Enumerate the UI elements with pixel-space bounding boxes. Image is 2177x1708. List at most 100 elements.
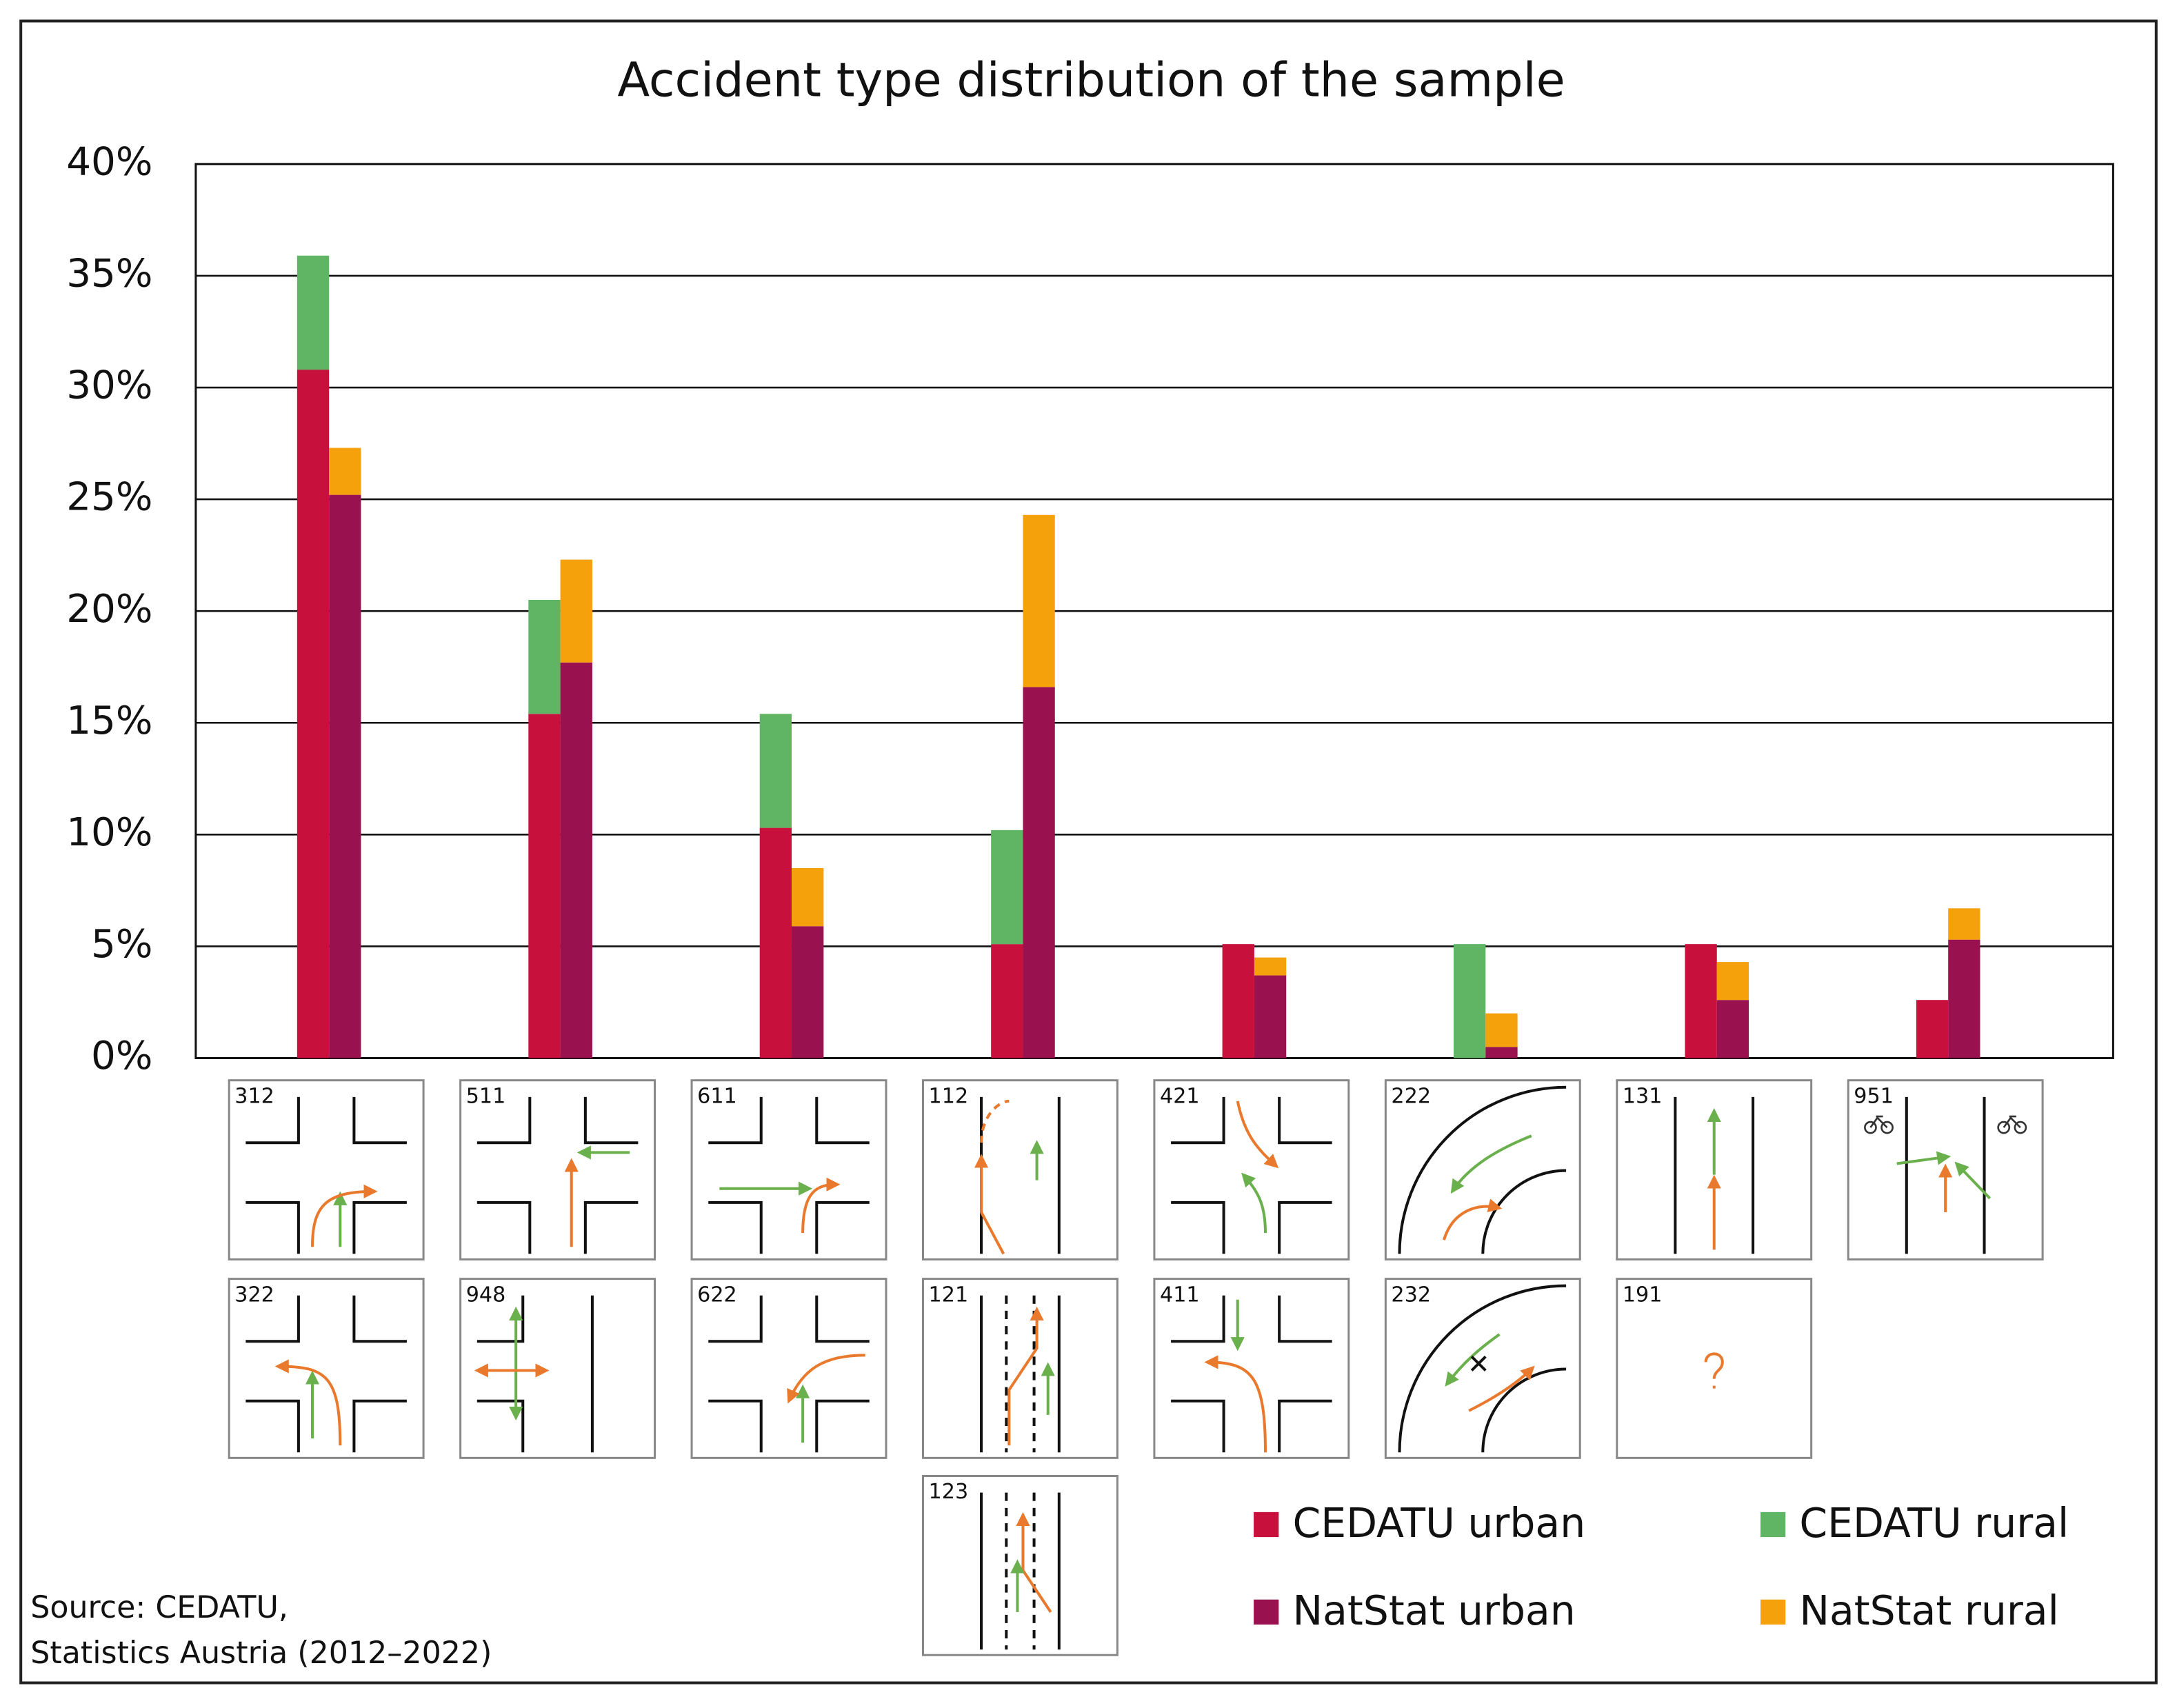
icon-stroke bbox=[1005, 1295, 1036, 1453]
accident-icon: 948 bbox=[459, 1278, 656, 1459]
icon-box bbox=[459, 1278, 656, 1459]
bar-segment bbox=[1716, 1000, 1749, 1058]
icon-code: 322 bbox=[234, 1283, 274, 1307]
icon-art bbox=[245, 1295, 407, 1453]
bar-segment bbox=[528, 714, 561, 1058]
chart-title: Accident type distribution of the sample bbox=[617, 53, 1565, 108]
y-tick-label: 10% bbox=[66, 810, 152, 855]
legend-swatch bbox=[1760, 1599, 1786, 1625]
bar-segment bbox=[329, 448, 361, 495]
icon-stroke bbox=[980, 1099, 1010, 1143]
icon-stroke bbox=[245, 1096, 407, 1254]
icon-stroke bbox=[1674, 1096, 1755, 1254]
icon-art bbox=[708, 1096, 870, 1254]
icon-code: 312 bbox=[234, 1084, 274, 1108]
icon-stroke bbox=[1450, 1134, 1532, 1194]
icon-art bbox=[1864, 1096, 2027, 1254]
legend-label: NatStat rural bbox=[1799, 1587, 2058, 1634]
icon-code: 411 bbox=[1160, 1283, 1200, 1307]
bar-segment bbox=[991, 830, 1023, 945]
bar-segment bbox=[1023, 687, 1055, 1058]
bar-segment bbox=[1685, 944, 1717, 1058]
accident-icon: 322 bbox=[228, 1278, 425, 1459]
bar-segment bbox=[560, 662, 592, 1058]
y-tick-label: 15% bbox=[66, 699, 152, 743]
icon-box bbox=[1616, 1278, 1813, 1459]
accident-icon: 222 bbox=[1384, 1079, 1581, 1260]
accident-icon: 191 bbox=[1616, 1278, 1813, 1459]
legend-label: NatStat urban bbox=[1292, 1587, 1575, 1634]
frame bbox=[19, 19, 2158, 1685]
accident-icon: 312 bbox=[228, 1079, 425, 1260]
source-line: Source: CEDATU, bbox=[30, 1590, 288, 1625]
icon-code: 511 bbox=[466, 1084, 506, 1108]
icon-box bbox=[921, 1079, 1118, 1260]
icon-box bbox=[690, 1278, 887, 1459]
icon-stroke bbox=[708, 1096, 870, 1254]
y-tick-label: 0% bbox=[91, 1034, 152, 1078]
legend-label: CEDATU urban bbox=[1292, 1500, 1585, 1547]
icon-stroke bbox=[801, 1177, 841, 1234]
icon-box bbox=[228, 1278, 425, 1459]
source-line: Statistics Austria (2012–2022) bbox=[30, 1636, 492, 1671]
y-tick-label: 35% bbox=[66, 252, 152, 297]
icon-stroke bbox=[1005, 1492, 1036, 1650]
icon-stroke bbox=[1468, 1365, 1535, 1412]
icon-code: 951 bbox=[1854, 1084, 1894, 1108]
bar-segment bbox=[792, 926, 824, 1058]
icon-art bbox=[1171, 1295, 1332, 1453]
bar-segment bbox=[1948, 939, 1980, 1058]
icon-stroke bbox=[311, 1184, 378, 1247]
icon-stroke bbox=[1896, 1151, 1952, 1165]
bar-segment bbox=[560, 559, 592, 663]
y-tick-label: 5% bbox=[91, 922, 152, 967]
icon-art bbox=[476, 1096, 639, 1254]
bar-segment bbox=[991, 944, 1023, 1058]
bar-segment bbox=[1254, 957, 1287, 976]
accident-icon: 131 bbox=[1616, 1079, 1813, 1260]
icon-code: 112 bbox=[929, 1084, 969, 1108]
bar-segment bbox=[1454, 944, 1486, 1058]
icon-stroke bbox=[1398, 1085, 1567, 1254]
icon-art bbox=[245, 1096, 407, 1254]
icon-art bbox=[1674, 1096, 1755, 1254]
accident-icon: 121 bbox=[921, 1278, 1118, 1459]
icon-code: 222 bbox=[1391, 1084, 1431, 1108]
bar-segment bbox=[759, 827, 792, 1058]
icon-stroke bbox=[1954, 1161, 1992, 1200]
icon-box bbox=[1153, 1278, 1350, 1459]
bar-segment bbox=[329, 494, 361, 1058]
legend-swatch bbox=[1760, 1511, 1786, 1538]
icon-code: 622 bbox=[697, 1283, 737, 1307]
bar-segment bbox=[1948, 908, 1980, 940]
icon-stroke bbox=[245, 1295, 407, 1453]
bar-segment bbox=[1254, 975, 1287, 1058]
y-tick-label: 25% bbox=[66, 475, 152, 520]
bar-segment bbox=[1716, 962, 1749, 1001]
icon-stroke bbox=[1241, 1172, 1267, 1234]
legend-label: CEDATU rural bbox=[1799, 1500, 2069, 1547]
icon-art bbox=[974, 1096, 1061, 1255]
icon-stroke bbox=[476, 1096, 639, 1254]
icon-stroke bbox=[974, 1154, 1005, 1255]
icon-art bbox=[1704, 1352, 1724, 1389]
icon-stroke bbox=[1398, 1284, 1567, 1453]
icon-stroke bbox=[1997, 1121, 2011, 1134]
legend-swatch bbox=[1254, 1511, 1279, 1538]
bar-segment bbox=[1485, 1013, 1518, 1047]
icon-art bbox=[1398, 1284, 1567, 1453]
icon-box bbox=[1153, 1079, 1350, 1260]
icon-stroke bbox=[1007, 1306, 1044, 1446]
icon-stroke bbox=[1880, 1121, 1894, 1134]
icon-stroke bbox=[1470, 1355, 1487, 1372]
icon-stroke bbox=[787, 1354, 865, 1404]
bar-segment bbox=[297, 255, 330, 370]
icon-code: 191 bbox=[1623, 1283, 1663, 1307]
icon-art bbox=[1171, 1096, 1332, 1254]
bar-segment bbox=[528, 599, 561, 714]
accident-icon: 511 bbox=[459, 1079, 656, 1260]
icon-art bbox=[1398, 1085, 1567, 1254]
icon-art bbox=[980, 1492, 1061, 1650]
bar-segment bbox=[792, 867, 824, 927]
